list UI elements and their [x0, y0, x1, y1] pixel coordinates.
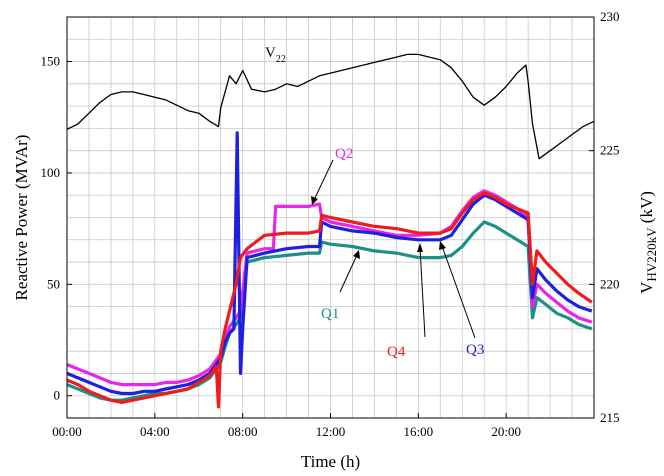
y-tick-label: 50 [47, 276, 60, 291]
annotation-q1-arrowhead [353, 250, 360, 259]
y-tick-label: 0 [54, 388, 61, 403]
y2-tick-label: 225 [600, 143, 620, 158]
x-tick-label: 16:00 [404, 424, 434, 439]
series-line-q1 [66, 220, 593, 402]
series-line-v22 [66, 53, 595, 160]
grid [67, 16, 594, 419]
annotations: V22 Q2 Q1 Q4 Q3 [265, 45, 484, 360]
annotation-q3-arrow [441, 245, 476, 339]
annotation-v22-main: V [265, 45, 276, 61]
x-tick-label: 04:00 [140, 424, 170, 439]
y-tick-label: 100 [41, 165, 61, 180]
series-line-q4 [66, 191, 593, 409]
ticks: 00:00 04:00 08:00 12:00 16:00 20:00 0 50 100 150 2… [41, 9, 620, 439]
annotation-q3: Q3 [466, 342, 484, 358]
x-tick-label: 20:00 [491, 424, 521, 439]
x-tick-label: 08:00 [228, 424, 258, 439]
y2-tick-label: 215 [600, 410, 620, 425]
annotation-v22: V22 [265, 45, 286, 65]
annotation-q4-arrowhead [417, 243, 423, 252]
annotation-q1-arrow [339, 254, 358, 293]
y2-tick-label: 220 [600, 276, 620, 291]
annotation-q4-arrow [419, 247, 426, 338]
y-axis-title: Reactive Power (MVAr) [12, 135, 31, 301]
y2-axis-title-main: V [637, 281, 656, 294]
annotation-q4: Q4 [387, 344, 406, 360]
x-tick-label: 12:00 [316, 424, 346, 439]
y-tick-label: 150 [41, 54, 61, 69]
x-axis-title: Time (h) [301, 452, 360, 471]
annotation-q1: Q1 [321, 306, 339, 322]
annotation-q2: Q2 [335, 146, 353, 162]
annotation-q2-arrowhead [311, 196, 318, 205]
annotation-v22-sub: 22 [276, 54, 286, 65]
x-tick-label: 00:00 [52, 424, 82, 439]
y2-axis-title-sub: HV220kV [644, 227, 659, 282]
annotation-q3-arrowhead [439, 241, 446, 250]
y2-axis-title-unit: (kV) [637, 191, 656, 227]
y2-tick-label: 230 [600, 9, 620, 24]
y2-axis-title: VHV220kV (kV) [637, 191, 659, 294]
series-line-q2 [66, 189, 593, 387]
annotation-q2-arrow [313, 159, 334, 201]
plot-lines [66, 53, 595, 409]
series-line-q3 [66, 131, 593, 396]
